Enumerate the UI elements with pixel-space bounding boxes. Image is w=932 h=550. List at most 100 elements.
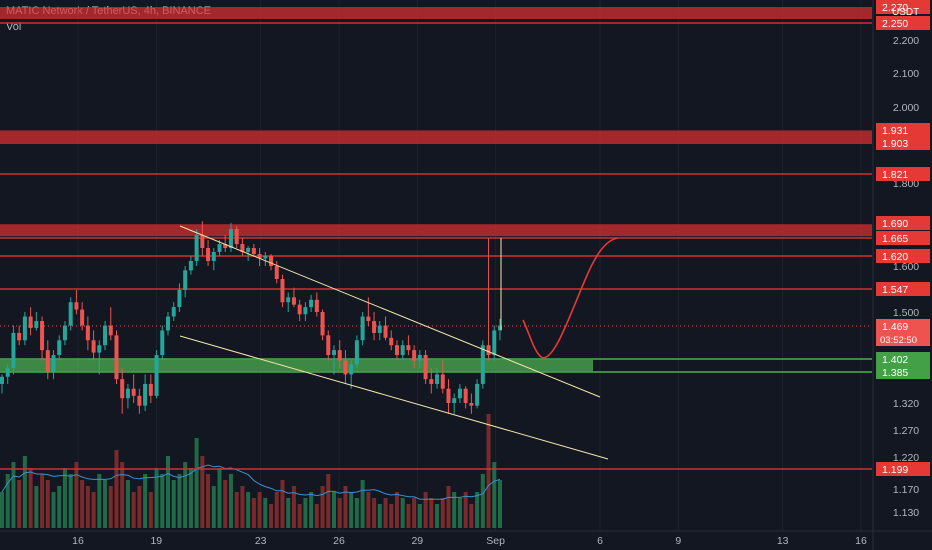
x-tick-label: 16	[72, 535, 84, 547]
candle-body	[417, 355, 422, 361]
price-label-text: 1.620	[882, 251, 908, 263]
price-label-box	[876, 136, 930, 150]
candle-body	[406, 345, 411, 351]
volume-bar	[400, 498, 405, 528]
candle-body	[17, 332, 22, 341]
volume-bar	[80, 480, 85, 528]
volume-bar	[377, 504, 382, 528]
candle-body	[91, 340, 96, 353]
x-tick-label: 6	[597, 535, 603, 547]
candle-body	[211, 252, 216, 261]
candle-body	[108, 325, 113, 336]
candle-body	[314, 299, 319, 312]
volume-bar	[51, 492, 56, 528]
volume-bar	[383, 498, 388, 528]
volume-bar	[171, 480, 176, 528]
candle-body	[429, 379, 434, 384]
last-price-text: 1.469	[882, 321, 908, 333]
volume-bar	[108, 486, 113, 528]
price-label-box	[876, 365, 930, 379]
grid-lines	[77, 0, 862, 530]
volume-bar	[154, 468, 159, 528]
drawing-tools	[179, 225, 619, 460]
volume-bar	[492, 462, 497, 528]
volume-bar	[125, 480, 130, 528]
volume-bar	[326, 474, 331, 528]
price-label-box	[876, 16, 930, 30]
candle-body	[188, 261, 193, 271]
candle-body	[62, 325, 67, 341]
candle-body	[97, 345, 102, 353]
candle-body	[228, 229, 233, 248]
candle-body	[360, 316, 365, 341]
candle-body	[263, 256, 268, 259]
candle-body	[303, 307, 308, 315]
volume-bar	[360, 480, 365, 528]
price-label-box	[876, 282, 930, 296]
price-label-text: 1.385	[882, 367, 908, 379]
candlesticks	[0, 221, 502, 414]
candle-body	[34, 321, 39, 328]
volume-bar	[148, 492, 153, 528]
y-tick-label: 1.130	[893, 507, 919, 519]
candle-body	[269, 256, 274, 266]
candle-body	[320, 312, 325, 336]
volume-bar	[309, 492, 314, 528]
volume-bar	[137, 486, 142, 528]
volume-bar	[74, 462, 79, 528]
price-label-box	[876, 216, 930, 230]
candle-body	[154, 355, 159, 396]
candle-body	[349, 364, 354, 375]
volume-bar	[423, 492, 428, 528]
volume-bar	[389, 504, 394, 528]
candle-body	[480, 345, 485, 384]
candle-body	[51, 355, 56, 372]
candle-body	[131, 388, 136, 396]
candle-body	[120, 379, 125, 399]
candle-body	[11, 332, 16, 369]
volume-bar	[446, 486, 451, 528]
price-label-box	[876, 0, 930, 14]
candle-body	[103, 325, 108, 346]
volume-bar	[337, 498, 342, 528]
volume-bar	[206, 474, 211, 528]
volume-bar	[103, 480, 108, 528]
volume-bar	[406, 504, 411, 528]
candle-body	[114, 335, 119, 380]
candle-body	[22, 316, 27, 341]
y-tick-label: 1.600	[893, 261, 919, 273]
price-label-text: 1.547	[882, 284, 908, 296]
volume-bar	[166, 456, 170, 528]
volume-bar	[5, 474, 10, 528]
volume-bar	[486, 414, 491, 528]
x-tick-label: 13	[777, 535, 789, 547]
y-tick-label: 1.270	[893, 425, 919, 437]
volume-bar	[0, 492, 4, 528]
candle-body	[40, 321, 45, 351]
projection-path	[522, 237, 619, 359]
x-tick-label: 29	[411, 535, 423, 547]
volume-bar	[429, 498, 434, 528]
x-tick-label: 23	[255, 535, 267, 547]
price-label-text: 1.931	[882, 125, 908, 137]
volume-bar	[349, 492, 354, 528]
volume-bar	[498, 480, 502, 528]
candle-body	[457, 388, 462, 399]
x-tick-label: 26	[333, 535, 345, 547]
volume-bar	[354, 498, 359, 528]
volume-bar	[68, 474, 73, 528]
volume-bar	[40, 474, 45, 528]
candle-body	[234, 229, 239, 244]
candle-body	[394, 345, 399, 356]
volume-bar	[34, 486, 39, 528]
price-label-text: 2.250	[882, 18, 908, 30]
resistance-zone	[0, 130, 872, 143]
candle-body	[463, 388, 468, 403]
volume-bar	[452, 492, 457, 528]
volume-bar	[194, 438, 199, 528]
candle-body	[366, 316, 371, 322]
volume-bar	[28, 468, 33, 528]
volume-bar	[234, 492, 239, 528]
candle-body	[183, 270, 188, 290]
